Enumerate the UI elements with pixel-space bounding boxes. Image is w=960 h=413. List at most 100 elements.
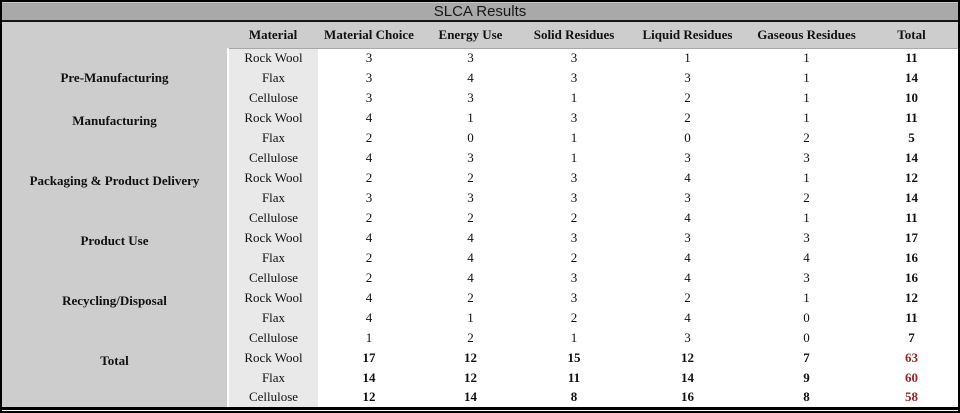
row-total-cell: 11 — [865, 308, 958, 328]
material-cell: Flax — [227, 188, 318, 208]
value-cell: 4 — [627, 248, 748, 268]
phase-label-cell: Pre-Manufacturing — [2, 48, 228, 108]
value-cell: 0 — [748, 308, 865, 328]
value-cell: 12 — [318, 388, 420, 408]
column-header-material: Material — [228, 22, 318, 49]
value-cell: 3 — [420, 148, 521, 168]
value-cell: 7 — [748, 348, 865, 368]
value-cell: 0 — [420, 128, 521, 148]
value-cell: 2 — [420, 328, 521, 348]
phase-label-cell: Packaging & Product Delivery — [2, 168, 228, 228]
table-row: Flax 3 4 3 3 1 14 — [2, 68, 958, 88]
value-cell: 1 — [521, 148, 627, 168]
row-total-cell: 63 — [865, 348, 958, 368]
value-cell: 2 — [318, 268, 420, 288]
material-cell: Cellulose — [227, 88, 318, 108]
value-cell: 2 — [748, 128, 865, 148]
table-row: Cellulose 12 14 8 16 8 58 — [2, 388, 958, 408]
value-cell: 3 — [420, 48, 521, 68]
value-cell: 12 — [627, 348, 748, 368]
phase-label-cell: Manufacturing — [2, 108, 228, 168]
value-cell: 1 — [521, 128, 627, 148]
value-cell: 3 — [318, 88, 420, 108]
value-cell: 4 — [318, 308, 420, 328]
value-cell: 2 — [521, 308, 627, 328]
value-cell: 2 — [420, 288, 521, 308]
table-row: Flax 4 1 2 4 0 11 — [2, 308, 958, 328]
value-cell: 1 — [748, 108, 865, 128]
table-title: SLCA Results — [433, 3, 527, 20]
table-row: Cellulose 3 3 1 2 1 10 — [2, 88, 958, 108]
row-total-cell: 16 — [865, 248, 958, 268]
row-total-cell: 7 — [865, 328, 958, 348]
column-header-liquid-residues: Liquid Residues — [627, 22, 748, 49]
value-cell: 4 — [627, 308, 748, 328]
phase-label-cell: Product Use — [2, 228, 228, 288]
row-total-cell: 14 — [865, 188, 958, 208]
value-cell: 3 — [318, 68, 420, 88]
table-row: Flax 3 3 3 3 2 14 — [2, 188, 958, 208]
row-total-cell: 12 — [865, 168, 958, 188]
row-total-cell: 58 — [865, 388, 958, 408]
row-total-cell: 60 — [865, 368, 958, 388]
value-cell: 3 — [748, 228, 865, 248]
value-cell: 17 — [318, 348, 420, 368]
value-cell: 1 — [748, 208, 865, 228]
value-cell: 1 — [748, 68, 865, 88]
value-cell: 14 — [318, 368, 420, 388]
value-cell: 8 — [748, 388, 865, 408]
value-cell: 3 — [318, 188, 420, 208]
row-total-cell: 14 — [865, 148, 958, 168]
value-cell: 16 — [627, 388, 748, 408]
value-cell: 14 — [627, 368, 748, 388]
value-cell: 1 — [748, 288, 865, 308]
value-cell: 12 — [420, 348, 521, 368]
value-cell: 2 — [627, 108, 748, 128]
value-cell: 4 — [627, 168, 748, 188]
value-cell: 12 — [420, 368, 521, 388]
value-cell: 11 — [521, 368, 627, 388]
value-cell: 4 — [318, 148, 420, 168]
table-row: Packaging & Product Delivery Rock Wool 2 2 3… — [2, 168, 958, 228]
phase-label-cell: Recycling/Disposal — [2, 288, 228, 348]
value-cell: 15 — [521, 348, 627, 368]
value-cell: 2 — [318, 208, 420, 228]
value-cell: 3 — [627, 68, 748, 88]
value-cell: 3 — [627, 188, 748, 208]
value-cell: 2 — [627, 88, 748, 108]
value-cell: 14 — [420, 388, 521, 408]
material-cell: Cellulose — [227, 148, 318, 168]
value-cell: 2 — [318, 128, 420, 148]
value-cell: 8 — [521, 388, 627, 408]
value-cell: 3 — [521, 228, 627, 248]
header-row: Material Material Choice Energy Use Soli… — [2, 22, 958, 49]
value-cell: 2 — [521, 208, 627, 228]
value-cell: 3 — [420, 88, 521, 108]
material-cell: Rock Wool — [227, 228, 318, 248]
value-cell: 1 — [420, 108, 521, 128]
material-cell: Flax — [227, 368, 318, 388]
table-row: Total Rock Wool 17 12 15 12 7 63 — [2, 348, 958, 408]
value-cell: 0 — [748, 328, 865, 348]
value-cell: 4 — [318, 108, 420, 128]
table-row: Cellulose 2 4 3 4 3 16 — [2, 268, 958, 288]
row-total-cell: 11 — [865, 48, 958, 68]
column-header-solid-residues: Solid Residues — [521, 22, 627, 49]
column-header-total: Total — [865, 22, 958, 49]
value-cell: 2 — [318, 248, 420, 268]
material-cell: Cellulose — [227, 268, 318, 288]
value-cell: 3 — [748, 148, 865, 168]
value-cell: 4 — [318, 288, 420, 308]
value-cell: 2 — [627, 288, 748, 308]
table-row: Flax 2 4 2 4 4 16 — [2, 248, 958, 268]
value-cell: 2 — [318, 168, 420, 188]
row-total-cell: 11 — [865, 108, 958, 128]
row-total-cell: 11 — [865, 208, 958, 228]
column-header-material-choice: Material Choice — [318, 22, 420, 49]
value-cell: 3 — [318, 48, 420, 68]
value-cell: 1 — [420, 308, 521, 328]
table-body: Pre-Manufacturing Rock Wool 3 3 3 1 1 11 Flax 3 4 3… — [2, 48, 958, 408]
material-cell: Rock Wool — [227, 288, 318, 308]
value-cell: 4 — [420, 248, 521, 268]
